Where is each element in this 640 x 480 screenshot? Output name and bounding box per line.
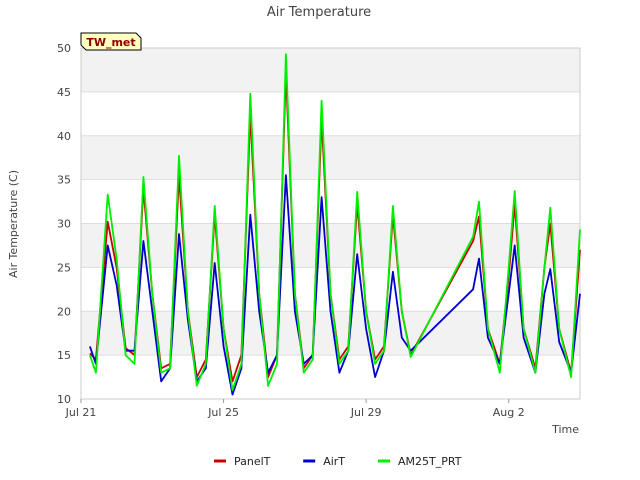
x-tick-label: Jul 21 <box>65 406 97 419</box>
y-axis-label: Air Temperature (C) <box>7 170 20 278</box>
y-tick-label: 20 <box>57 305 71 318</box>
y-tick-label: 10 <box>57 393 71 406</box>
station-badge: TW_met <box>80 32 142 51</box>
x-tick-label: Jul 25 <box>207 406 239 419</box>
series-layer <box>89 53 581 396</box>
y-tick-label: 50 <box>57 42 71 55</box>
legend-label: AirT <box>323 455 345 468</box>
y-tick-label: 30 <box>57 218 71 231</box>
legend-label: PanelT <box>234 455 271 468</box>
plot-band <box>81 355 580 399</box>
chart-title: Air Temperature <box>267 5 371 20</box>
station-badge-label: TW_met <box>86 36 135 49</box>
plot-band <box>81 48 580 92</box>
series-line-airt <box>89 174 581 396</box>
series-line-am25t-prt <box>89 53 581 392</box>
plot-band <box>81 91 580 136</box>
y-tick-label: 15 <box>57 349 71 362</box>
x-axis: Jul 21 Jul 25 Jul 29 Aug 2 <box>65 399 525 419</box>
plot-band <box>81 311 580 356</box>
legend-label: AM25T_PRT <box>398 455 462 468</box>
y-tick-label: 40 <box>57 130 71 143</box>
plot-background <box>81 48 580 399</box>
y-tick-label: 25 <box>57 261 71 274</box>
x-tick-label: Jul 29 <box>350 406 382 419</box>
legend: PanelT AirT AM25T_PRT <box>214 455 462 468</box>
y-tick-label: 45 <box>57 86 71 99</box>
y-axis: 10 15 20 25 30 35 40 45 50 <box>57 42 71 406</box>
plot-frame <box>80 47 581 400</box>
x-axis-label: Time <box>551 423 579 436</box>
station-badge-shape <box>80 32 142 51</box>
x-tick-label: Aug 2 <box>493 406 525 419</box>
plot-band <box>81 135 580 180</box>
plot-band <box>81 223 580 268</box>
plot-band <box>81 179 580 224</box>
y-tick-label: 35 <box>57 174 71 187</box>
